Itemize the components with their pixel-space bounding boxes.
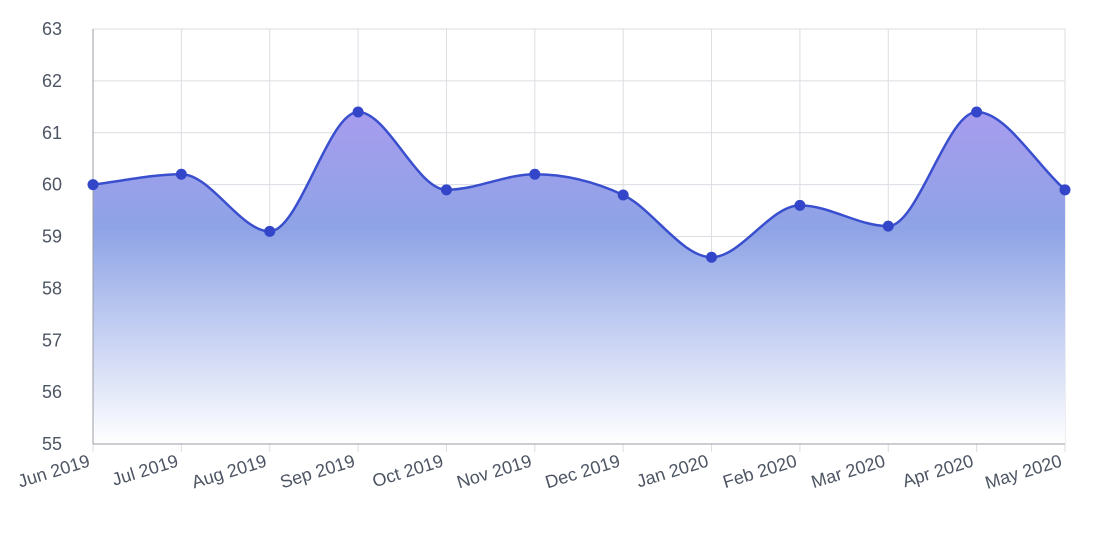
x-axis-ticks: Jun 2019 Jul 2019 Aug 2019 Sep 2019 Oct 2019… [15, 451, 1064, 493]
data-point-feb-2020[interactable] [794, 199, 806, 211]
data-point-jun-2019[interactable] [87, 179, 99, 191]
data-point-sep-2019[interactable] [352, 106, 364, 118]
data-point-apr-2020[interactable] [971, 106, 983, 118]
y-tick-label: 62 [42, 71, 62, 91]
series-area-fill [93, 112, 1065, 444]
x-tick-label: Jan 2020 [634, 451, 711, 492]
x-tick-label: Oct 2019 [370, 451, 446, 491]
x-tick-label: Jun 2019 [15, 451, 92, 492]
y-axis-ticks: 63 62 61 60 59 58 57 56 55 [42, 19, 62, 454]
area-fill-group [93, 112, 1065, 444]
axes [92, 29, 1065, 445]
y-tick-label: 60 [42, 175, 62, 195]
data-point-may-2020[interactable] [1059, 184, 1071, 196]
data-point-dec-2019[interactable] [617, 189, 629, 201]
data-point-nov-2019[interactable] [529, 168, 541, 180]
y-tick-label: 58 [42, 278, 62, 298]
x-tick-label: Jul 2019 [110, 451, 181, 490]
y-tick-label: 56 [42, 382, 62, 402]
data-point-aug-2019[interactable] [264, 225, 276, 237]
x-tick-label: Sep 2019 [278, 451, 358, 493]
data-point-oct-2019[interactable] [440, 184, 452, 196]
x-tick-label: Aug 2019 [189, 451, 269, 493]
y-tick-label: 57 [42, 330, 62, 350]
y-tick-label: 61 [42, 123, 62, 143]
x-tick-label: Mar 2020 [809, 451, 888, 492]
y-tick-label: 55 [42, 434, 62, 454]
data-point-jul-2019[interactable] [175, 168, 187, 180]
x-tick-label: Feb 2020 [720, 451, 799, 492]
x-tick-label: May 2020 [983, 451, 1064, 493]
x-tick-label: Nov 2019 [454, 451, 534, 493]
x-tick-label: Dec 2019 [543, 451, 623, 493]
x-tick-label: Apr 2020 [900, 451, 976, 491]
y-tick-label: 59 [42, 227, 62, 247]
y-tick-label: 63 [42, 19, 62, 39]
data-points [87, 106, 1071, 263]
data-point-jan-2020[interactable] [706, 251, 718, 263]
data-point-mar-2020[interactable] [882, 220, 894, 232]
